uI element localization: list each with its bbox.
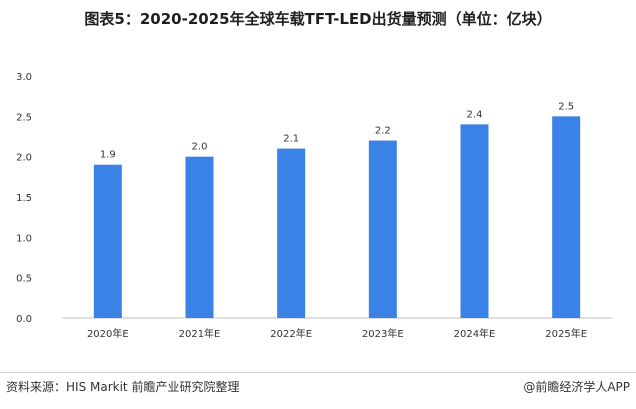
x-tick-label: 2024年E xyxy=(454,327,496,340)
footer-divider xyxy=(0,372,636,373)
y-tick-label: 2.0 xyxy=(16,153,32,164)
y-tick-label: 1.0 xyxy=(16,233,32,244)
bar xyxy=(460,124,489,319)
y-tick-label: 2.5 xyxy=(16,112,32,123)
bar xyxy=(277,148,306,318)
x-tick-label: 2023年E xyxy=(362,327,404,340)
bar-chart: 0.0 0.5 1.0 1.5 2.0 2.5 3.0 1.9 2.0 2.1 2.2 2.4 2.5… xyxy=(16,72,612,340)
y-axis-ticks: 0.0 0.5 1.0 1.5 2.0 2.5 3.0 xyxy=(16,72,32,325)
data-labels: 1.9 2.0 2.1 2.2 2.4 2.5 xyxy=(100,101,574,160)
bar xyxy=(185,156,214,318)
bar-value-label: 2.4 xyxy=(467,109,483,120)
y-tick-label: 0.5 xyxy=(16,274,32,285)
x-tick-label: 2021年E xyxy=(179,327,221,340)
bar-value-label: 2.2 xyxy=(375,126,391,137)
bar xyxy=(368,140,397,318)
brand-note: @前瞻经济学人APP xyxy=(523,380,630,394)
bar-value-label: 2.0 xyxy=(192,142,208,153)
bar-value-label: 2.5 xyxy=(558,101,574,112)
bar-series xyxy=(93,116,581,319)
x-tick-label: 2025年E xyxy=(545,327,587,340)
bar-value-label: 2.1 xyxy=(283,134,299,145)
chart-title: 图表5：2020-2025年全球车载TFT-LED出货量预测（单位：亿块） xyxy=(84,10,552,28)
bar-value-label: 1.9 xyxy=(100,150,116,161)
x-tick-label: 2022年E xyxy=(270,327,312,340)
y-tick-label: 3.0 xyxy=(16,72,32,83)
x-tick-label: 2020年E xyxy=(87,327,129,340)
bar xyxy=(552,116,581,318)
y-tick-label: 1.5 xyxy=(16,193,32,204)
x-axis-tick-labels: 2020年E 2021年E 2022年E 2023年E 2024年E 2025年E xyxy=(87,327,587,340)
bar xyxy=(93,164,122,318)
source-note: 资料来源：HIS Markit 前瞻产业研究院整理 xyxy=(6,380,240,394)
y-tick-label: 0.0 xyxy=(16,314,32,325)
